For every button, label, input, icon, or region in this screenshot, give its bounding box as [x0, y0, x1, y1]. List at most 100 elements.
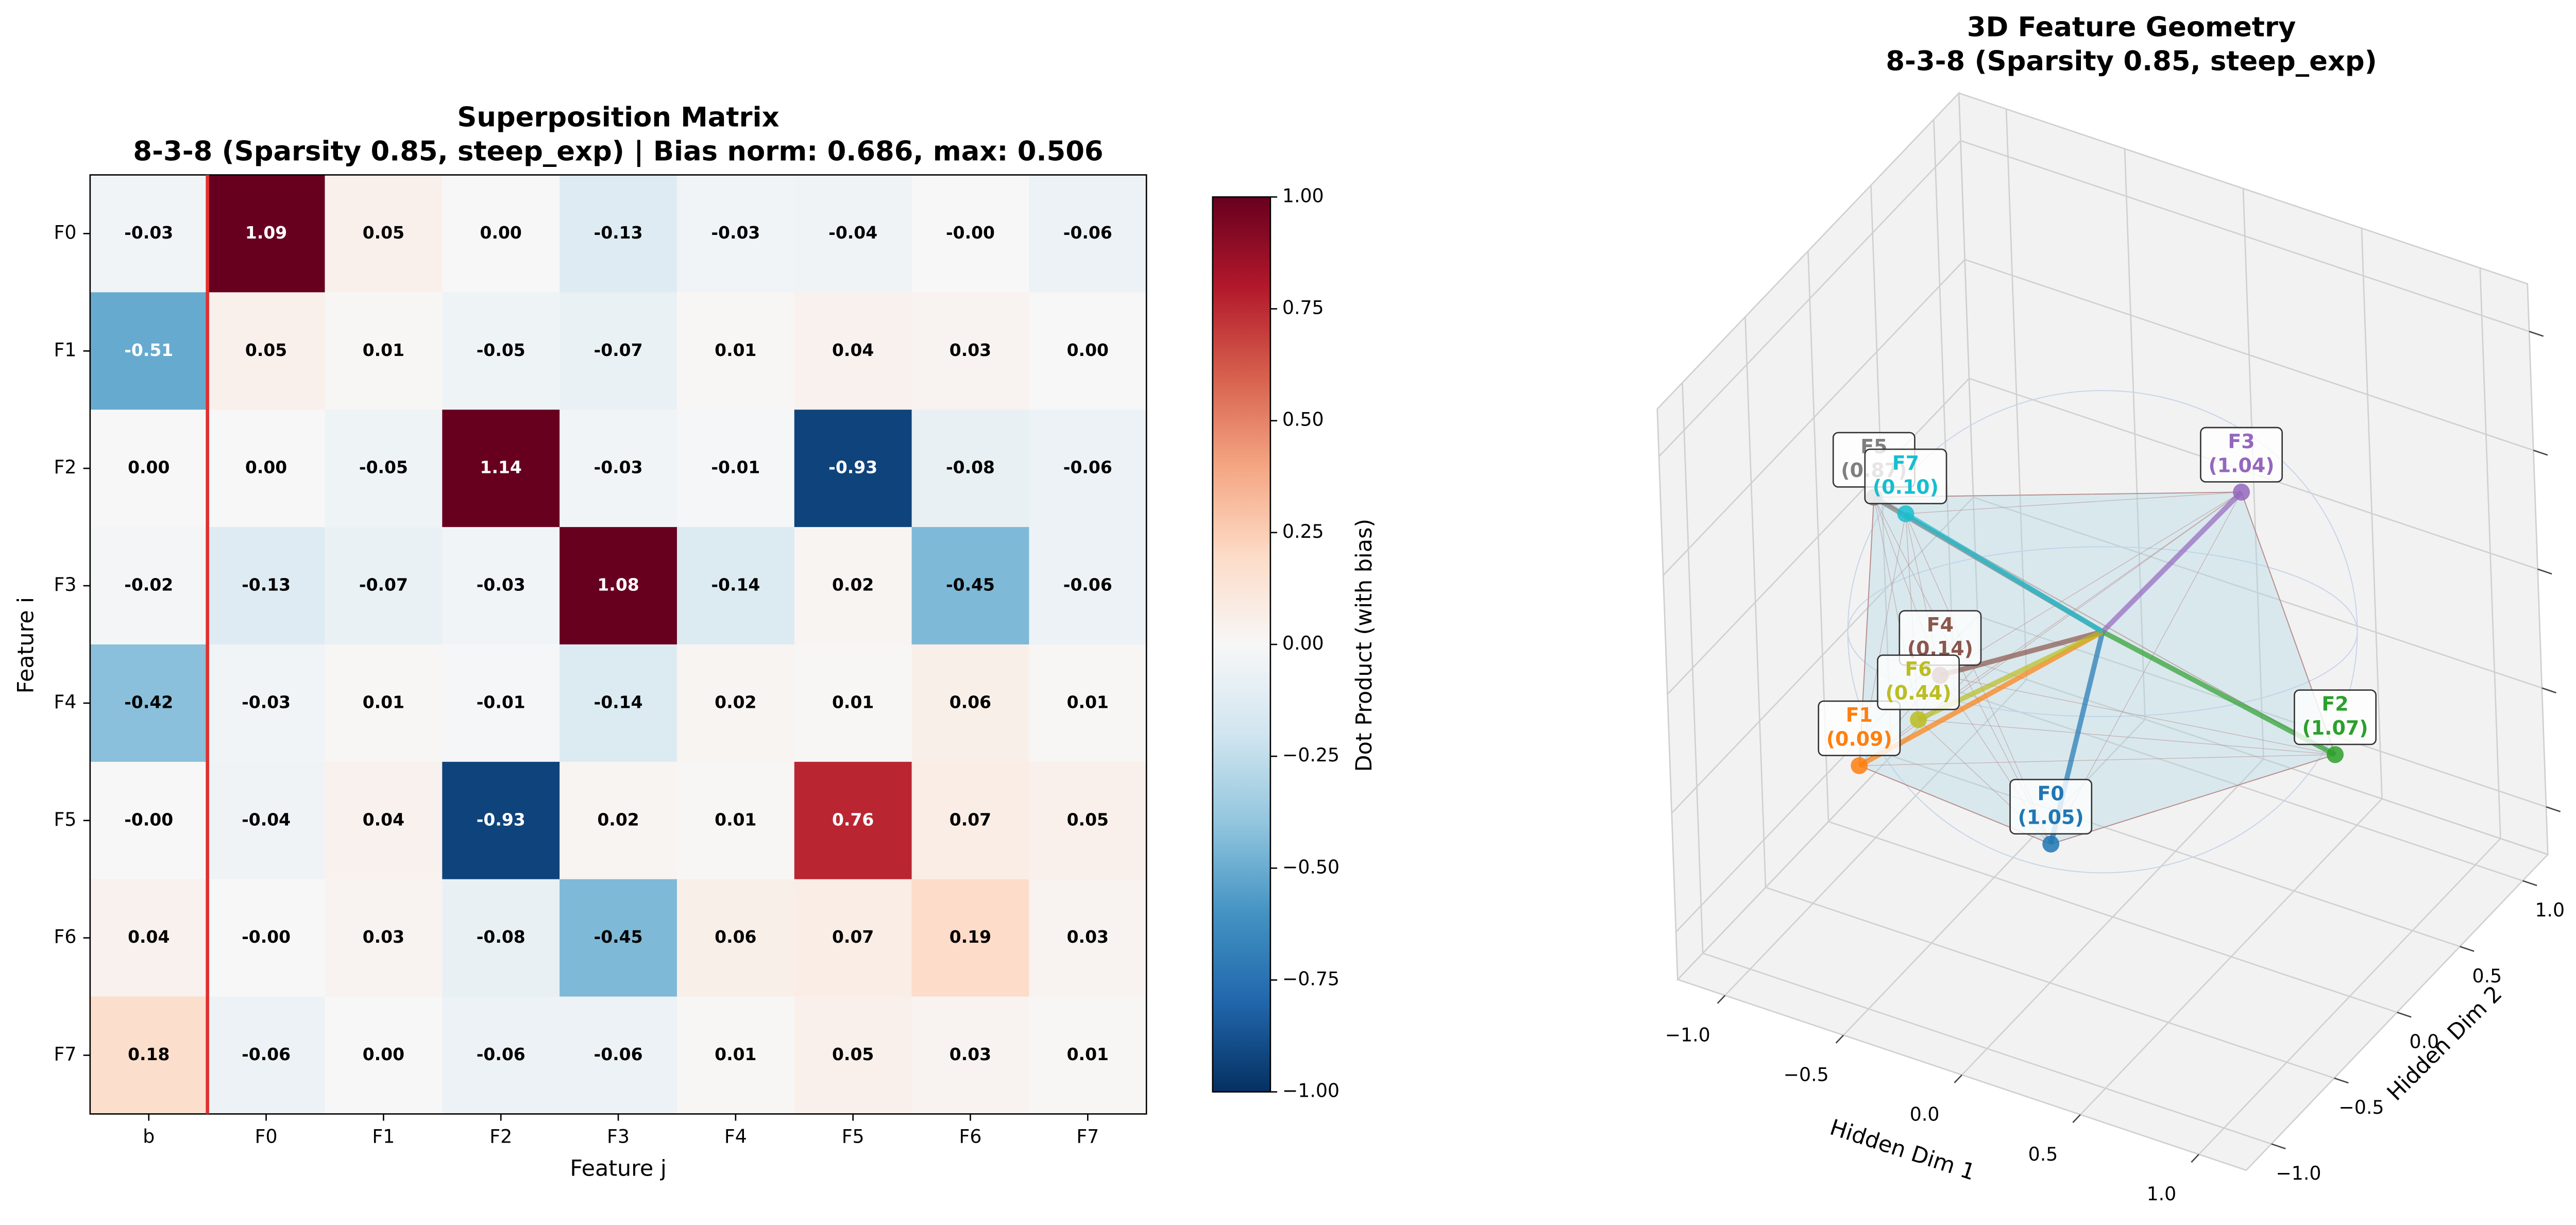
- label-box: [1877, 654, 1960, 710]
- cell-label: 1.09: [245, 223, 287, 243]
- cell-label: -0.07: [359, 575, 408, 595]
- heatmap-cell: [207, 879, 326, 997]
- x-tick-label: F0: [255, 1126, 278, 1148]
- heatmap-panel: Superposition Matrix 8-3-8 (Sparsity 0.8…: [13, 101, 1377, 1181]
- heatmap-cell: [676, 879, 795, 997]
- heatmap-cell: [325, 410, 443, 528]
- heatmap-cell: [90, 410, 208, 528]
- x-tick-label: 0.5: [2028, 1143, 2058, 1165]
- point-name: F2: [2321, 693, 2348, 716]
- cell-label: -0.45: [594, 927, 643, 947]
- feature-point: [2327, 746, 2344, 763]
- cell-label: 0.03: [950, 340, 991, 360]
- cell-label: 0.01: [363, 692, 404, 712]
- y-tick-label: F0: [54, 221, 77, 243]
- heatmap-cell: [442, 175, 561, 293]
- point-label: (0.44): [1885, 682, 1951, 704]
- cell-label: 0.01: [832, 692, 874, 712]
- x-tick-label: 0.0: [1910, 1103, 1940, 1126]
- x-tick-label: F6: [959, 1126, 982, 1148]
- heatmap-cell: [794, 996, 912, 1115]
- cell-label: 0.01: [363, 340, 404, 360]
- heatmap-cell: [442, 527, 561, 645]
- heatmap-cell: [911, 879, 1030, 997]
- cell-label: -0.45: [946, 575, 995, 595]
- cell-label: 0.01: [1067, 692, 1109, 712]
- cell-label: 0.01: [1067, 1044, 1109, 1064]
- chart-title: 3D Feature Geometry: [1967, 12, 2296, 43]
- heatmap-cell: [90, 996, 208, 1115]
- y-axis-label: Feature i: [13, 597, 39, 693]
- x-tick-label: F5: [842, 1126, 865, 1148]
- colorbar-tick-label: 0.50: [1282, 409, 1324, 431]
- y-tick-label: 0.0: [2410, 1030, 2439, 1052]
- cell-label: 0.02: [597, 809, 639, 829]
- heatmap-cell: [794, 410, 912, 528]
- cell-label: 0.06: [950, 692, 991, 712]
- cell-label: 0.76: [832, 809, 874, 829]
- y-tick-label: 1.0: [2535, 899, 2565, 921]
- y-tick-label: −0.5: [2338, 1096, 2384, 1118]
- cell-label: -0.13: [594, 223, 643, 243]
- cell-label: -0.08: [946, 457, 995, 478]
- cell-label: -0.07: [594, 340, 643, 360]
- tick-mark: [1717, 995, 1726, 1004]
- heatmap-cell: [442, 879, 561, 997]
- y-tick-label: F2: [54, 456, 77, 478]
- point-name: F4: [1927, 614, 1954, 636]
- cell-label: 0.05: [245, 340, 287, 360]
- heatmap-cell: [207, 292, 326, 411]
- heatmap-cell: [1029, 644, 1147, 762]
- heatmap-cell: [90, 527, 208, 645]
- heatmap-cell: [325, 292, 443, 411]
- feature-point: [1897, 505, 1914, 522]
- cell-label: -0.02: [124, 575, 173, 595]
- heatmap-cell: [207, 996, 326, 1115]
- cell-label: 0.02: [832, 575, 874, 595]
- cell-label: -0.03: [124, 223, 173, 243]
- cell-label: 0.01: [715, 1044, 756, 1064]
- colorbar: [1212, 196, 1272, 1093]
- colorbar-tick-label: −0.75: [1282, 967, 1340, 990]
- x-tick-label: F2: [489, 1126, 512, 1148]
- point-label: (1.04): [2208, 454, 2274, 477]
- heatmap-cell: [442, 761, 561, 880]
- heatmap-cell: [1029, 410, 1147, 528]
- tick-mark: [2541, 687, 2556, 694]
- point-name: F7: [1892, 452, 1919, 474]
- colorbar-tick-label: −1.00: [1282, 1080, 1340, 1102]
- grid-line: [1658, 140, 1961, 457]
- point-name: F3: [2228, 430, 2255, 453]
- grid-line: [1960, 140, 2530, 332]
- grid-line: [1765, 887, 2335, 1079]
- cell-label: 0.18: [128, 1044, 170, 1064]
- cell-label: 0.00: [363, 1044, 404, 1064]
- y-tick-label: F7: [54, 1043, 77, 1065]
- cell-label: 1.08: [597, 575, 639, 595]
- heatmap-cell: [911, 175, 1030, 293]
- hull-edge: [1940, 675, 2335, 755]
- cell-label: 0.07: [832, 927, 874, 947]
- cell-label: -0.93: [477, 809, 526, 829]
- heatmap-cell: [325, 761, 443, 880]
- cell-label: -0.05: [477, 340, 526, 360]
- heatmap-cell: [676, 761, 795, 880]
- cell-label: 0.04: [363, 809, 404, 829]
- hull-edge: [1918, 719, 2335, 755]
- heatmap-cell: [560, 761, 677, 880]
- x-tick-label: 1.0: [2147, 1183, 2177, 1205]
- tick-mark: [2460, 946, 2475, 952]
- heatmap-cell: [794, 644, 912, 762]
- point-name: F0: [2038, 782, 2064, 805]
- tick-mark: [2072, 1114, 2081, 1123]
- heatmap-cell: [207, 761, 326, 880]
- heatmap-cell: [676, 410, 795, 528]
- heatmap-cell: [1029, 996, 1147, 1115]
- feature-vector: [1904, 512, 2104, 634]
- cell-label: -0.14: [711, 575, 760, 595]
- point-label: (1.07): [2302, 717, 2368, 739]
- heatmap-cell: [90, 761, 208, 880]
- x-tick-label: F3: [607, 1126, 630, 1148]
- heatmap-cell: [560, 879, 677, 997]
